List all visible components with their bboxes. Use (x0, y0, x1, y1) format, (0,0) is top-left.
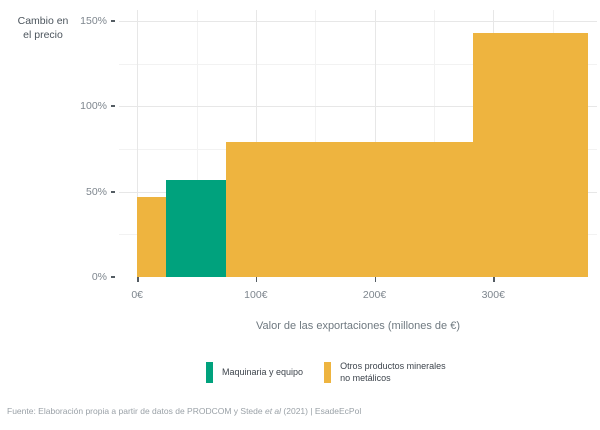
plot-panel (119, 10, 597, 277)
bar-segment-otros (137, 196, 166, 277)
y-axis-tick-mark (111, 105, 115, 108)
source-note: Fuente: Elaboración propia a partir de d… (7, 406, 361, 416)
legend: Maquinaria y equipo Otros productos mine… (206, 361, 446, 384)
y-axis-title: Cambio en el precio (17, 15, 69, 41)
x-axis-tick-mark (374, 277, 377, 282)
x-axis-title: Valor de las exportaciones (millones de … (255, 320, 461, 332)
y-axis-tick-label: 100% (80, 100, 107, 113)
legend-swatch-maquinaria (206, 362, 213, 383)
source-note-suffix: (2021) | EsadeEcPol (281, 406, 362, 416)
gridline-horizontal-major (119, 106, 597, 108)
y-axis-tick-label: 0% (91, 271, 107, 283)
source-note-italic: et al (264, 406, 282, 416)
y-axis-tick-label: 150% (80, 14, 107, 27)
y-axis-tick-label: 50% (85, 185, 107, 198)
gridline-horizontal-major (119, 20, 597, 22)
legend-label-otros: Otros productos minerales no metálicos (340, 361, 446, 383)
x-axis-tick-label: 100€ (244, 289, 268, 301)
y-axis-tick-mark (111, 276, 115, 278)
bar-segment-otros (473, 32, 589, 277)
legend-label-maquinaria: Maquinaria y equipo (222, 366, 304, 377)
gridline-horizontal-minor (119, 63, 597, 65)
legend-swatch-otros (324, 362, 332, 383)
x-axis-tick-label: 200€ (362, 289, 387, 301)
y-axis-tick-mark (111, 190, 115, 193)
x-axis-tick-label: 300€ (481, 289, 505, 301)
gridline-vertical-major (137, 10, 139, 277)
bar-segment-maquinaria (165, 179, 227, 277)
legend-item-maquinaria: Maquinaria y equipo (206, 362, 303, 383)
x-axis-tick-mark (255, 277, 258, 282)
bar-segment-otros (226, 142, 474, 277)
gridline-vertical-minor (196, 10, 198, 277)
legend-item-otros: Otros productos minerales no metálicos (324, 361, 446, 384)
x-axis-tick-mark (493, 277, 495, 282)
source-note-prefix: Fuente: Elaboración propia a partir de d… (7, 406, 265, 416)
x-axis-tick-mark (137, 277, 139, 282)
y-axis-tick-mark (111, 19, 115, 22)
x-axis-tick-label: 0€ (131, 289, 143, 301)
